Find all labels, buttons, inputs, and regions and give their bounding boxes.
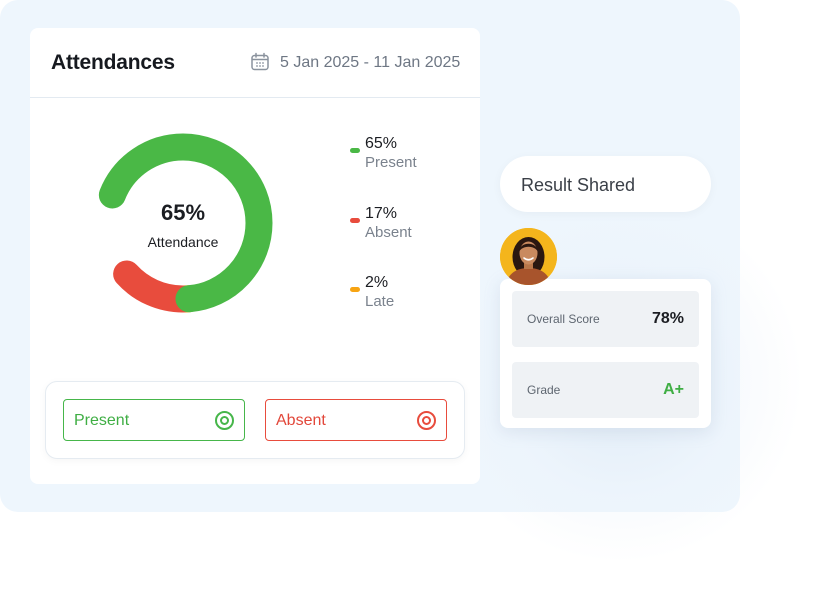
result-shared-pill: Result Shared [500,156,711,212]
attendance-action-tray: Present Absent [45,381,465,459]
legend-label-late: Late [365,293,395,310]
legend-label-absent: Absent [365,224,412,241]
target-icon [215,411,234,430]
legend-label-present: Present [365,154,417,171]
score-card: Overall Score 78% Grade A+ [500,279,711,428]
overall-score-value: 78% [651,310,684,327]
result-shared-label: Result Shared [521,175,636,195]
present-button[interactable]: Present [63,399,245,441]
overall-score-row: Overall Score 78% [512,291,699,347]
donut-center-value: 65% [160,200,206,225]
calendar-icon[interactable] [250,52,270,72]
grade-row: Grade A+ [512,362,699,418]
legend-value-present: 65% [365,135,398,152]
present-button-label: Present [74,412,130,429]
attendance-card-header: Attendances 5 Jan 2025 - 11 Jan 2025 [30,28,480,98]
attendance-title: Attendances [51,51,175,74]
grade-label: Grade [527,383,561,397]
target-icon [417,411,436,430]
legend-dot-present [350,148,360,153]
date-range[interactable]: 5 Jan 2025 - 11 Jan 2025 [280,54,461,71]
legend-value-late: 2% [365,274,389,291]
legend-value-absent: 17% [365,205,398,222]
student-avatar-icon [500,228,557,285]
overall-score-label: Overall Score [527,312,600,326]
attendance-donut-chart [93,133,273,313]
legend-dot-absent [350,218,360,223]
absent-button-label: Absent [276,412,326,429]
attendance-card: Attendances 5 Jan 2025 - 11 Jan 2025 65%… [30,28,480,484]
grade-value: A+ [663,381,684,398]
donut-center-label: Attendance [147,234,219,250]
legend-dot-late [350,287,360,292]
donut-segment-present [93,133,273,313]
student-avatar [500,228,557,285]
absent-button[interactable]: Absent [265,399,447,441]
